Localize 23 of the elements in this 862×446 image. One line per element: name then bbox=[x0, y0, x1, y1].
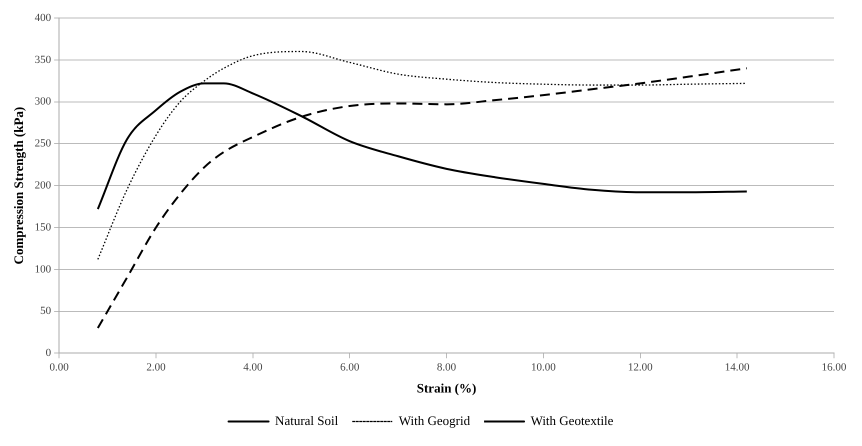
y-tick-label: 0 bbox=[46, 347, 52, 360]
y-tick-label: 350 bbox=[34, 54, 52, 66]
x-tick-label: 6.00 bbox=[340, 362, 360, 374]
legend-label: Natural Soil bbox=[275, 412, 339, 428]
y-tick-label: 50 bbox=[40, 305, 52, 318]
x-tick-label: 8.00 bbox=[436, 362, 457, 374]
y-tick-label: 100 bbox=[34, 263, 52, 276]
legend-label: With Geotextile bbox=[530, 412, 614, 428]
x-tick-label: 4.00 bbox=[243, 362, 263, 374]
y-axis-title: Compression Strength (kPa) bbox=[11, 106, 26, 264]
x-tick-label: 0.00 bbox=[49, 362, 70, 374]
x-tick-label: 2.00 bbox=[146, 362, 166, 374]
x-axis-title: Strain (%) bbox=[416, 380, 476, 396]
legend-label: With Geogrid bbox=[398, 412, 471, 428]
y-tick-label: 300 bbox=[34, 96, 52, 108]
x-tick-label: 14.00 bbox=[724, 362, 750, 374]
x-tick-label: 16.00 bbox=[822, 362, 847, 374]
y-tick-label: 200 bbox=[34, 179, 52, 192]
y-tick-label: 400 bbox=[34, 12, 52, 24]
y-tick-label: 150 bbox=[34, 221, 52, 234]
x-tick-label: 10.00 bbox=[531, 362, 556, 374]
y-tick-label: 250 bbox=[34, 138, 52, 150]
x-tick-label: 12.00 bbox=[628, 362, 654, 374]
